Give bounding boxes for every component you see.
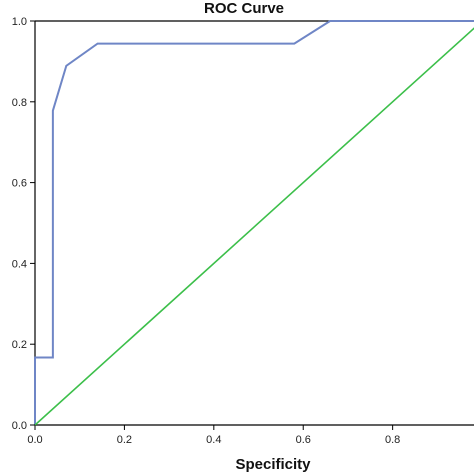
tick-labels: 0.0 0.2 0.4 0.6 0.8 0.0 0.2 0.4 0.6 0.8 1.0	[12, 16, 401, 446]
x-tick-label: 0.0	[27, 434, 42, 446]
y-tick-label: 1.0	[12, 16, 27, 28]
y-tick-label: 0.8	[12, 97, 27, 109]
y-tick-label: 0.2	[12, 339, 27, 351]
x-tick-label: 0.2	[117, 434, 132, 446]
y-tick-label: 0.6	[12, 178, 27, 190]
y-tick-label: 0.4	[12, 258, 27, 270]
y-tick-label: 0.0	[12, 420, 27, 432]
roc-curve-line	[34, 20, 474, 425]
plot-area	[34, 20, 474, 426]
chart-title: ROC Curve	[204, 0, 284, 17]
x-tick-label: 0.8	[385, 434, 400, 446]
x-axis-title: Specificity	[235, 456, 311, 473]
x-tick-label: 0.4	[206, 434, 221, 446]
reference-diagonal-line	[34, 27, 474, 426]
x-tick-label: 0.6	[296, 434, 311, 446]
